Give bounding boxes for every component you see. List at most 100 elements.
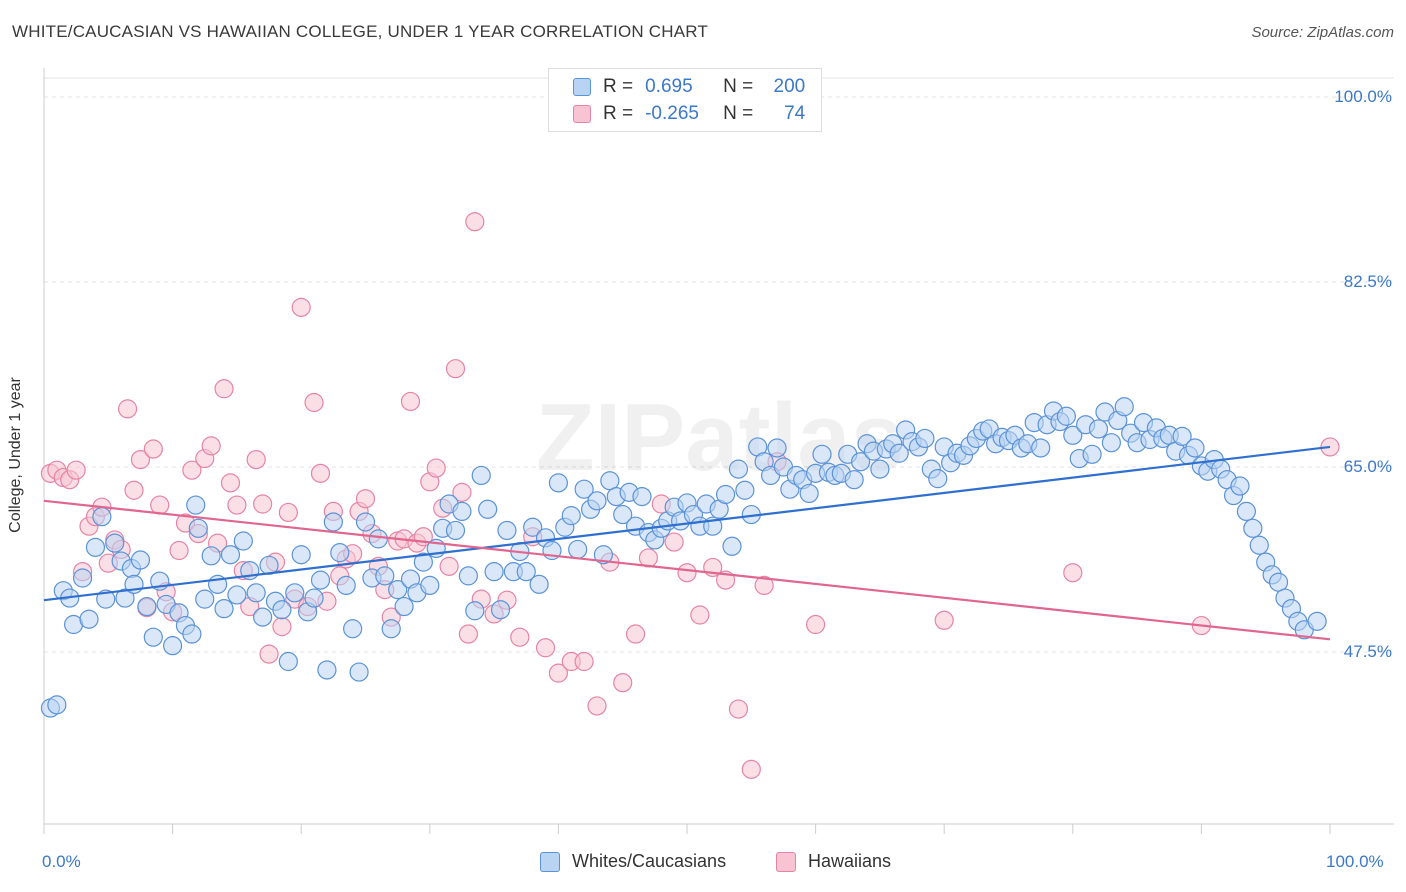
source-note: Source: ZipAtlas.com [1251, 24, 1394, 41]
legend-swatch-whites [540, 851, 560, 872]
legend-r-value: -0.265 [645, 103, 699, 124]
whites-point-169 [1114, 397, 1134, 417]
whites-point-76 [516, 562, 536, 582]
whites-point-110 [735, 480, 755, 500]
hawaiians-point-34 [259, 644, 279, 664]
whites-point-34 [246, 583, 266, 603]
hawaiians-point-82 [664, 532, 684, 552]
whites-point-53 [368, 529, 388, 549]
whites-point-115 [767, 438, 787, 458]
hawaiians-point-83 [677, 563, 697, 583]
whites-point-156 [1031, 438, 1051, 458]
whites-point-131 [870, 459, 890, 479]
whites-point-140 [928, 469, 948, 489]
whites-point-20 [163, 636, 183, 656]
hawaiians-point-72 [535, 638, 556, 658]
whites-point-27 [201, 546, 221, 566]
whites-point-16 [137, 596, 157, 617]
hawaiians-point-17 [150, 495, 170, 515]
whites-point-15 [130, 550, 151, 570]
whites-point-180 [1185, 438, 1205, 458]
whites-point-60 [413, 552, 433, 572]
hawaiians-point-93 [1063, 563, 1083, 583]
whites-point-66 [452, 501, 472, 521]
hawaiians-point-25 [201, 436, 221, 456]
whites-point-178 [1172, 426, 1192, 446]
hawaiians-point-70 [510, 627, 530, 647]
legend-n-value: 74 [784, 103, 806, 124]
hawaiians-point-33 [253, 494, 273, 514]
hawaiians-point-49 [355, 489, 376, 509]
whites-point-67 [458, 566, 478, 586]
hawaiians-point-56 [400, 391, 421, 412]
whites-point-198 [1307, 611, 1327, 631]
legend-r-label: R = [603, 103, 634, 124]
whites-point-25 [188, 518, 208, 538]
hawaiians-point-22 [182, 460, 202, 480]
whites-point-190 [1249, 535, 1269, 555]
hawaiians-point-14 [130, 450, 151, 470]
chart-title: WHITE/CAUCASIAN VS HAWAIIAN COLLEGE, UND… [12, 22, 709, 41]
y-tick-label-1: 65.0% [1343, 457, 1392, 476]
hawaiians-point-73 [548, 663, 569, 683]
whites-point-88 [593, 545, 614, 565]
hawaiians-point-91 [805, 614, 826, 635]
whites-point-26 [195, 589, 215, 609]
whites-point-138 [915, 428, 935, 449]
whites-point-38 [272, 600, 292, 620]
hawaiians-point-64 [452, 482, 472, 502]
whites-point-32 [233, 531, 253, 551]
legend-n-label: N = [723, 76, 754, 97]
trend-lines [43, 445, 1331, 641]
whites-point-109 [728, 459, 749, 479]
whites-point-94 [632, 487, 652, 507]
series-legend: Whites/Caucasians Hawaiians [0, 851, 1406, 877]
whites-point-29 [214, 599, 234, 619]
legend-swatch-blue [573, 78, 591, 96]
hawaiians-point-29 [227, 495, 247, 515]
hawaiians-point-75 [574, 651, 594, 672]
whites-point-165 [1088, 419, 1109, 439]
legend-n-label: N = [723, 103, 754, 124]
whites-point-6 [79, 609, 99, 629]
whites-point-68 [465, 601, 485, 621]
whites-point-1 [47, 695, 67, 715]
hawaiians-point-79 [625, 624, 646, 644]
hawaiians-point-76 [587, 696, 607, 716]
hawaiians-point-4 [66, 460, 86, 480]
hawaiians-point-84 [690, 605, 710, 625]
whites-point-120 [799, 483, 819, 504]
whites-point-8 [92, 507, 112, 527]
whites-point-81 [548, 473, 569, 493]
y-tick-label-0: 47.5% [1343, 642, 1392, 661]
whites-point-187 [1230, 476, 1250, 496]
hawaiians-trend-line [43, 499, 1331, 641]
whites-point-164 [1082, 444, 1102, 464]
hawaiians-point-16 [143, 439, 163, 459]
whites-point-91 [613, 504, 633, 525]
whites-point-30 [220, 545, 241, 565]
axes [43, 68, 1394, 834]
whites-point-108 [722, 536, 742, 556]
legend-n-value: 200 [773, 76, 806, 97]
hawaiians-point-92 [934, 610, 954, 630]
whites-point-77 [523, 517, 543, 537]
legend-item-hawaiians: Hawaiians [776, 851, 891, 872]
hawaiians-point-62 [439, 556, 459, 576]
whites-point-50 [349, 662, 369, 682]
whites-point-46 [323, 512, 343, 532]
whites-point-12 [115, 588, 135, 608]
whites-point-127 [844, 470, 864, 490]
whites-point-24 [186, 495, 206, 515]
whites-point-134 [889, 443, 909, 463]
whites-point-71 [484, 562, 504, 582]
whites-point-72 [490, 600, 511, 620]
legend-swatch-pink [573, 105, 591, 123]
whites-point-84 [568, 539, 588, 560]
whites-point-10 [105, 533, 125, 553]
whites-points [40, 397, 1327, 718]
y-tick-label-2: 82.5% [1343, 272, 1392, 291]
whites-point-5 [72, 568, 93, 588]
whites-point-7 [85, 537, 106, 557]
